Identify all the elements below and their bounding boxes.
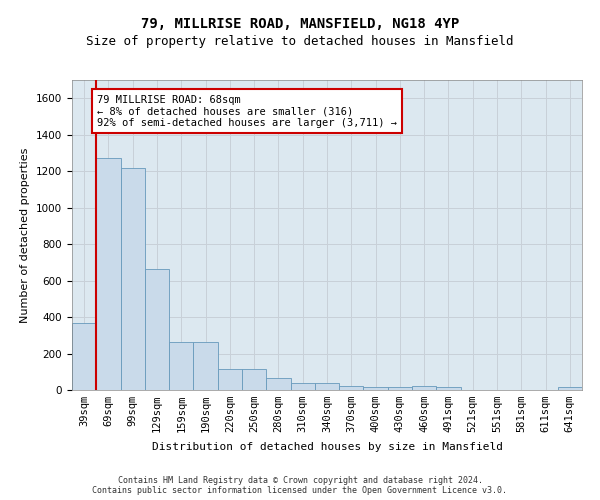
Bar [315, 382, 339, 390]
Bar [388, 388, 412, 390]
Text: 79 MILLRISE ROAD: 68sqm
← 8% of detached houses are smaller (316)
92% of semi-de: 79 MILLRISE ROAD: 68sqm ← 8% of detached… [97, 94, 397, 128]
Bar [72, 322, 96, 390]
Bar [169, 342, 193, 390]
Bar [436, 388, 461, 390]
Bar [412, 386, 436, 390]
Bar [290, 382, 315, 390]
Bar [121, 168, 145, 390]
Bar [364, 388, 388, 390]
Text: Distribution of detached houses by size in Mansfield: Distribution of detached houses by size … [151, 442, 503, 452]
Bar [242, 369, 266, 390]
Y-axis label: Number of detached properties: Number of detached properties [20, 148, 31, 322]
Bar [339, 386, 364, 390]
Bar [96, 158, 121, 390]
Bar [558, 388, 582, 390]
Bar [218, 369, 242, 390]
Text: Contains HM Land Registry data © Crown copyright and database right 2024.
Contai: Contains HM Land Registry data © Crown c… [92, 476, 508, 495]
Bar [193, 342, 218, 390]
Bar [266, 378, 290, 390]
Bar [145, 268, 169, 390]
Text: Size of property relative to detached houses in Mansfield: Size of property relative to detached ho… [86, 35, 514, 48]
Text: 79, MILLRISE ROAD, MANSFIELD, NG18 4YP: 79, MILLRISE ROAD, MANSFIELD, NG18 4YP [141, 18, 459, 32]
